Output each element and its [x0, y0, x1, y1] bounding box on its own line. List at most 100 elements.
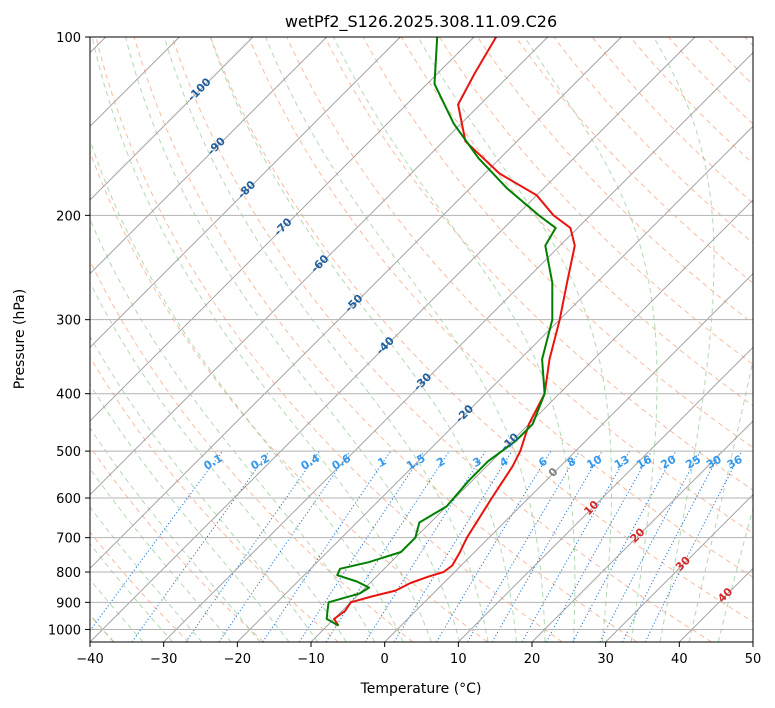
dry-adiabat-line [210, 37, 753, 623]
dry-adiabat-line [515, 37, 753, 284]
x-tick-label: 50 [745, 652, 762, 667]
y-tick-label: 300 [56, 314, 81, 329]
dry-adiabat-line [744, 37, 753, 47]
x-tick-label: −40 [76, 652, 103, 667]
y-tick-label: 500 [56, 445, 81, 460]
moist-adiabat-line [90, 578, 144, 642]
moist-adiabat-line [90, 506, 203, 642]
isotherm-line [384, 273, 753, 642]
mixing-ratio-label: 0.1 [201, 452, 224, 473]
isotherm-label: -60 [308, 252, 331, 275]
isotherm-line [531, 420, 753, 642]
isotherm-label: -80 [235, 178, 258, 201]
y-tick-label: 700 [56, 532, 81, 547]
isotherm-line [237, 125, 753, 642]
y-tick-label: 600 [56, 492, 81, 507]
isotherm-line [679, 567, 753, 642]
mixing-ratio-label: 0.4 [299, 451, 323, 472]
dry-adiabat-line [90, 531, 190, 642]
moist-adiabat-line [90, 138, 404, 642]
y-tick-label: 200 [56, 209, 81, 224]
moist-adiabat-line [265, 37, 546, 642]
moist-adiabat-line [90, 542, 173, 642]
mixing-ratio-line [435, 450, 552, 642]
mixing-ratio-label: 16 [634, 453, 654, 472]
mixing-ratio-line [599, 450, 701, 642]
moist-adiabat-line [125, 37, 461, 642]
moist-adiabat-line [90, 427, 261, 642]
moist-adiabat-line [717, 506, 753, 642]
dry-adiabat-line [591, 37, 753, 204]
mixing-ratio-label: 36 [725, 453, 745, 472]
dry-adiabat-line [90, 445, 264, 642]
x-tick-label: −10 [297, 652, 324, 667]
x-tick-label: 40 [671, 652, 688, 667]
mixing-ratio-label: 10 [585, 453, 605, 472]
mixing-ratio-label: 1 [376, 455, 389, 470]
dry-adiabat-line [95, 37, 563, 642]
isotherm-line [90, 37, 401, 348]
moist-adiabat-line [90, 217, 376, 642]
dry-adiabat-line [477, 37, 753, 325]
x-tick-label: −30 [150, 652, 177, 667]
isotherm-label: -90 [205, 134, 228, 157]
isotherm-line [605, 494, 753, 642]
y-tick-label: 400 [56, 388, 81, 403]
moist-adiabat-line [91, 37, 432, 642]
moist-adiabat-line [332, 37, 576, 642]
y-tick-label: 1000 [48, 623, 81, 638]
mixing-ratio-line [572, 450, 677, 642]
isotherm-label: -30 [411, 370, 434, 393]
y-tick-label: 100 [56, 31, 81, 46]
isotherm-label: -70 [271, 215, 294, 238]
isotherm-line [90, 37, 622, 569]
moist-adiabat-line [90, 383, 290, 642]
mixing-ratio-line [364, 450, 486, 642]
mixing-ratio-line [325, 450, 450, 642]
dry-adiabat-line [90, 150, 488, 642]
isotherm-line [310, 199, 753, 642]
y-tick-label: 800 [56, 566, 81, 581]
isotherm-line [163, 52, 753, 642]
dry-adiabat-line [171, 37, 712, 642]
moist-adiabat-line [524, 37, 658, 642]
x-tick-label: 0 [381, 652, 389, 667]
x-tick-label: 20 [524, 652, 541, 667]
dewpoint-profile-line [325, 37, 557, 627]
mixing-ratio-label: 30 [704, 453, 724, 472]
moist-adiabat-line [653, 37, 715, 642]
mixing-ratio-line [262, 450, 392, 642]
mixing-ratio-label: 2 [434, 455, 447, 470]
dry-adiabat-line [438, 37, 753, 366]
mixing-ratio-line [467, 450, 580, 642]
isotherm-label: -50 [342, 292, 365, 315]
dry-adiabat-line [248, 37, 753, 578]
y-axis-title: Pressure (hPa) [12, 289, 28, 389]
mixing-ratio-line [545, 450, 653, 642]
temperature-profile-line [333, 37, 576, 627]
isotherm-line [90, 37, 254, 201]
mixing-ratio-label: 0.2 [248, 452, 271, 473]
mixing-ratio-line [393, 450, 513, 642]
mixing-ratio-label: 0.6 [330, 451, 354, 472]
isotherm-label: -100 [185, 75, 214, 104]
isotherm-line [90, 37, 696, 642]
moist-adiabat-line [688, 358, 753, 642]
dry-adiabat-line [706, 37, 753, 86]
isotherm-line [90, 37, 475, 422]
moist-adiabat-line [417, 37, 612, 642]
mixing-ratio-line [521, 450, 630, 642]
isotherm-line [458, 346, 753, 642]
mixing-ratio-line [298, 450, 425, 642]
moist-adiabat-line [209, 37, 517, 642]
dry-adiabat-line [668, 37, 753, 125]
moist-adiabat-line [163, 37, 489, 642]
mixing-ratio-label: 25 [683, 453, 703, 472]
isotherm-label: 30 [673, 553, 693, 573]
plot-frame [89, 36, 754, 643]
y-tick-label: 900 [56, 596, 81, 611]
mixing-ratio-label: 20 [659, 453, 679, 472]
isotherm-label: 10 [581, 498, 601, 518]
isotherm-label: -40 [374, 334, 397, 357]
